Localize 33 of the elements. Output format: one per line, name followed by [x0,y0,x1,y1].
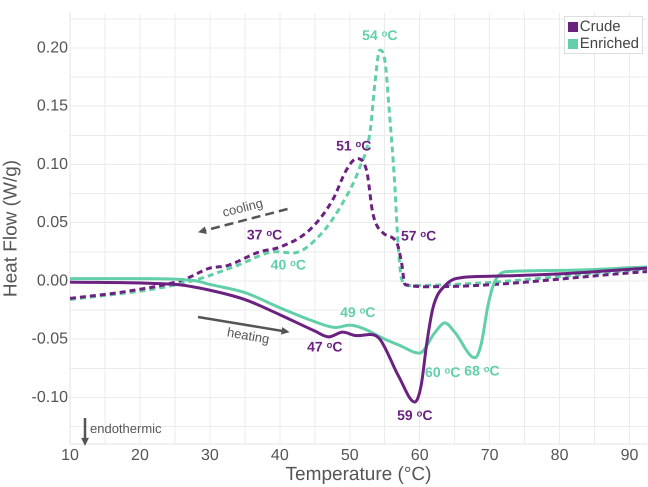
y-tick-label: 0.05 [36,214,68,232]
legend-label: Enriched [580,35,639,52]
annotation: cooling [221,195,265,220]
annotation: 51 ᵒC [336,137,372,154]
annotation: 57 ᵒC [400,227,436,244]
y-tick-label: -0.05 [32,330,68,348]
annotation: 49 ᵒC [340,304,376,320]
y-axis-title: Heat Flow (W/g) [0,160,22,298]
annotation: 40 ᵒC [270,256,306,273]
annotation: 47 ᵒC [307,338,342,355]
annotation: heating [226,324,270,347]
legend-label: Crude [580,18,621,35]
x-axis-title: Temperature (°C) [286,464,432,485]
x-tick-label: 30 [200,447,219,464]
annotation: 68 ᵒC [464,362,500,379]
annotation: 59 ᵒC [397,406,432,423]
x-tick-label: 60 [410,447,429,464]
y-tick-label: -0.10 [32,388,68,406]
annotation: 60 ᵒC [425,364,460,380]
y-tick-label: 0.10 [36,156,68,173]
annotation: endothermic [90,420,162,436]
annotation: 37 ᵒC [246,226,282,243]
x-tick-label: 80 [550,447,569,464]
x-tick-label: 40 [270,447,289,464]
y-tick-label: 0.15 [36,98,68,115]
x-tick-label: 70 [480,447,499,464]
x-tick-label: 50 [340,447,359,464]
y-tick-label: 0.00 [36,272,68,290]
x-tick-label: 90 [620,447,639,464]
x-tick-label: 10 [61,447,79,464]
annotation: 54 ᵒC [362,27,398,44]
y-tick-label: 0.20 [36,39,68,56]
x-tick-label: 20 [131,447,149,464]
